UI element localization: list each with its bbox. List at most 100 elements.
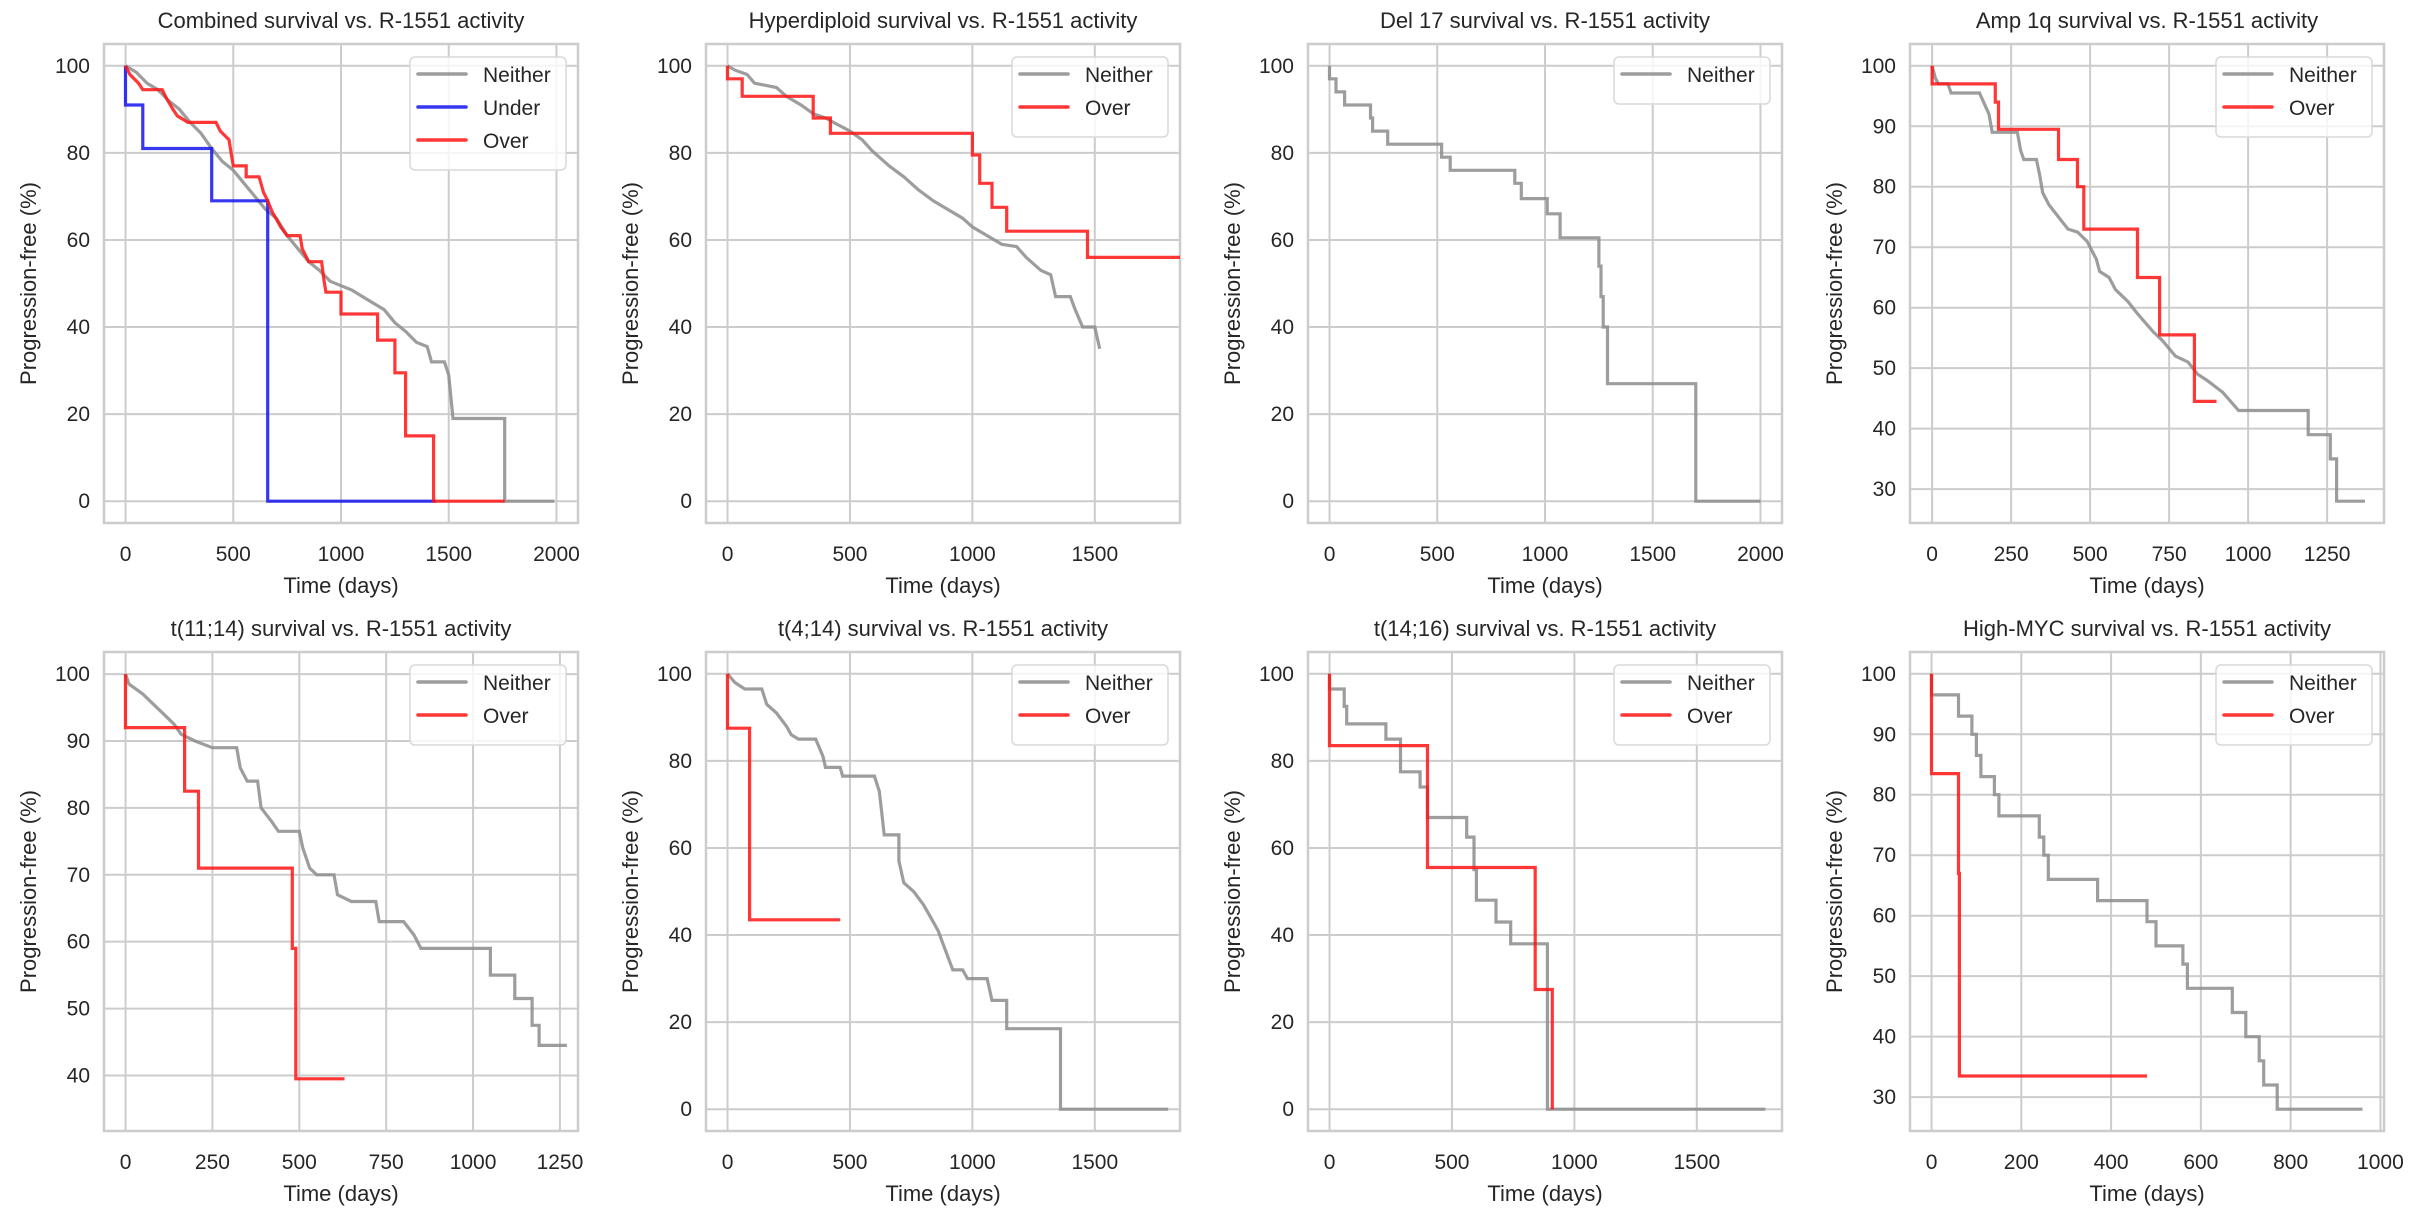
legend-label-over: Over xyxy=(2289,97,2335,120)
legend-label-neither: Neither xyxy=(2289,64,2357,87)
y-tick-label: 80 xyxy=(67,797,90,820)
legend: Neither Over xyxy=(1011,56,1169,138)
y-tick-label: 50 xyxy=(67,998,90,1021)
x-axis-label: Time (days) xyxy=(885,573,1000,598)
y-tick-label: 30 xyxy=(1873,478,1896,501)
legend-label-neither: Neither xyxy=(1687,64,1755,87)
y-tick-label: 80 xyxy=(1271,142,1294,165)
y-tick-label: 40 xyxy=(669,924,692,947)
legend-label-over: Over xyxy=(1085,97,1131,120)
y-tick-label: 40 xyxy=(1271,316,1294,339)
x-tick-label: 250 xyxy=(1994,543,2029,566)
x-tick-label: 500 xyxy=(282,1151,317,1174)
x-tick-label: 250 xyxy=(195,1151,230,1174)
legend-label-neither: Neither xyxy=(1085,672,1153,695)
x-tick-label: 1000 xyxy=(949,1151,996,1174)
series-group xyxy=(123,673,567,1081)
y-tick-label: 0 xyxy=(78,490,90,513)
y-tick-label: 20 xyxy=(1271,1011,1294,1034)
x-tick-label: 0 xyxy=(722,1151,734,1174)
y-tick-label: 90 xyxy=(67,730,90,753)
x-tick-label: 0 xyxy=(1926,543,1938,566)
x-tick-label: 500 xyxy=(2073,543,2108,566)
subplot-5: 0 250 500 750 1000 1250 40 50 60 70 80 90 100 t(11;14… xyxy=(16,616,583,1206)
y-axis-label: Progression-free (%) xyxy=(618,182,643,385)
series-group xyxy=(1327,673,1766,1111)
series-line-neither xyxy=(726,672,1169,1111)
y-tick-label: 60 xyxy=(1873,297,1896,320)
x-axis-label: Time (days) xyxy=(2089,1181,2204,1206)
series-line-neither xyxy=(726,64,1102,350)
axes-frame xyxy=(1908,42,2386,525)
legend-box xyxy=(2215,664,2373,746)
y-tick-label: 100 xyxy=(55,663,90,686)
subplot-title: t(14;16) survival vs. R-1551 activity xyxy=(1374,616,1716,641)
y-tick-label: 100 xyxy=(657,55,692,78)
y-tick-label: 100 xyxy=(1861,55,1896,78)
x-tick-label: 1000 xyxy=(2357,1151,2404,1174)
y-tick-label: 60 xyxy=(67,229,90,252)
x-tick-label: 0 xyxy=(1324,543,1336,566)
legend: Neither Under Over xyxy=(409,56,567,171)
y-tick-label: 100 xyxy=(657,663,692,686)
y-axis-label: Progression-free (%) xyxy=(16,790,41,993)
x-tick-label: 0 xyxy=(120,543,132,566)
series-group xyxy=(1930,65,2365,503)
y-tick-label: 70 xyxy=(1873,236,1896,259)
x-tick-label: 800 xyxy=(2273,1151,2308,1174)
x-tick-label: 200 xyxy=(2004,1151,2039,1174)
axes-frame xyxy=(1306,42,1784,525)
series-line-neither xyxy=(1929,673,2363,1111)
y-tick-label: 60 xyxy=(669,229,692,252)
legend-label-neither: Neither xyxy=(1085,64,1153,87)
legend: Neither Over xyxy=(2215,664,2373,746)
subplot-title: High-MYC survival vs. R-1551 activity xyxy=(1963,616,2331,641)
series-line-neither xyxy=(124,64,555,503)
legend-box xyxy=(1613,664,1771,746)
subplot-title: t(11;14) survival vs. R-1551 activity xyxy=(171,616,512,641)
legend-label-over: Over xyxy=(1687,705,1733,728)
subplot-4: 0 250 500 750 1000 1250 30 40 50 60 70 80 90 100 Amp 1… xyxy=(1822,8,2386,598)
series-group xyxy=(1929,673,2363,1111)
axes-frame xyxy=(704,650,1182,1133)
series-line-over xyxy=(124,65,505,503)
y-tick-label: 0 xyxy=(680,490,692,513)
x-tick-label: 1000 xyxy=(450,1151,497,1174)
x-tick-label: 1000 xyxy=(318,543,365,566)
legend-label-neither: Neither xyxy=(483,64,551,87)
y-tick-label: 90 xyxy=(1873,723,1896,746)
x-tick-label: 750 xyxy=(2152,543,2187,566)
subplot-title: Amp 1q survival vs. R-1551 activity xyxy=(1976,8,2318,33)
series-line-over xyxy=(1929,673,2147,1078)
series-line-over xyxy=(1327,673,1554,1110)
y-tick-label: 40 xyxy=(67,1064,90,1087)
subplot-1: 0 500 1000 1500 2000 0 20 40 60 80 100 Combined sur… xyxy=(16,8,580,598)
subplot-7: 0 500 1000 1500 0 20 40 60 80 100 t(14;16) surviva… xyxy=(1220,616,1784,1206)
series-line-neither xyxy=(1930,65,2365,503)
series-group xyxy=(1327,65,1761,503)
x-tick-label: 1250 xyxy=(2304,543,2351,566)
y-tick-label: 40 xyxy=(1873,1026,1896,1049)
series-line-neither xyxy=(1327,65,1761,503)
series-line-over xyxy=(1930,65,2217,403)
x-tick-label: 500 xyxy=(832,543,867,566)
y-axis-label: Progression-free (%) xyxy=(1220,182,1245,385)
series-group xyxy=(725,64,1180,350)
x-axis-label: Time (days) xyxy=(885,1181,1000,1206)
axes-frame xyxy=(704,42,1182,525)
x-tick-label: 1000 xyxy=(2225,543,2272,566)
y-tick-label: 60 xyxy=(1873,905,1896,928)
legend: Neither xyxy=(1613,56,1771,105)
legend-box xyxy=(1011,664,1169,746)
legend-label-over: Over xyxy=(2289,705,2335,728)
legend-label-neither: Neither xyxy=(1687,672,1755,695)
legend-label-over: Over xyxy=(483,130,529,153)
y-tick-label: 80 xyxy=(1271,750,1294,773)
y-tick-label: 30 xyxy=(1873,1086,1896,1109)
subplot-title: Hyperdiploid survival vs. R-1551 activit… xyxy=(749,8,1138,33)
y-tick-label: 50 xyxy=(1873,965,1896,988)
x-tick-label: 0 xyxy=(1324,1151,1336,1174)
y-tick-label: 100 xyxy=(1259,663,1294,686)
y-axis-label: Progression-free (%) xyxy=(1822,790,1847,993)
